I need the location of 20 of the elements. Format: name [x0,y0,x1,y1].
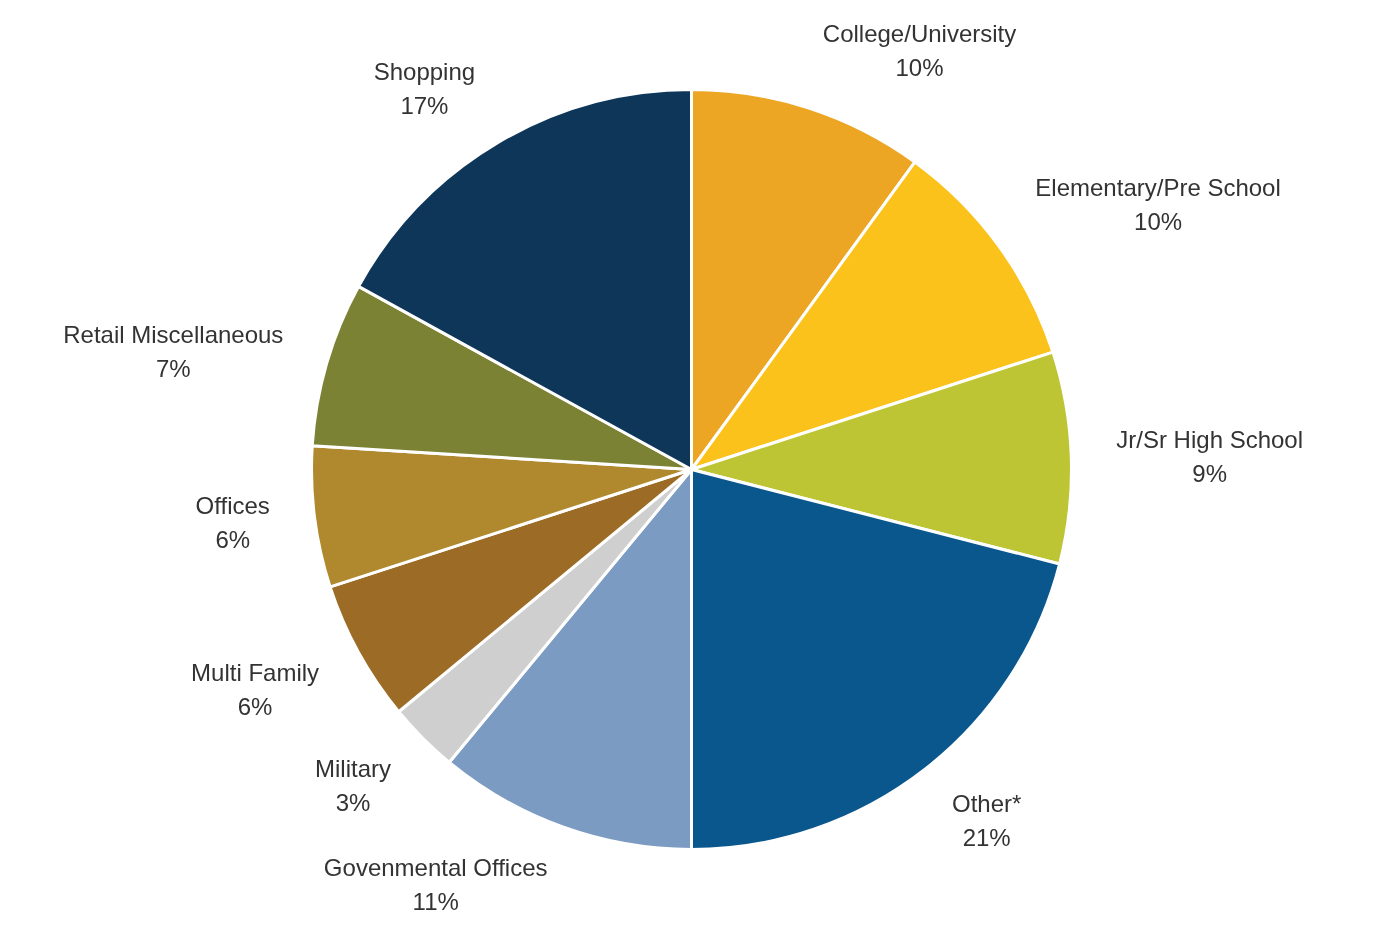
slice-label: Govenmental Offices [323,854,548,881]
slice-label: College/University [822,19,1017,47]
data-label: 7% [155,354,191,382]
slice-label: Multi Family [191,658,320,686]
data-label: 3% [335,788,371,816]
data-label: 10% [1134,208,1183,236]
slice-label: Offices [195,492,270,520]
slice-label: Retail Miscellaneous [63,320,284,348]
data-label: 6% [237,692,273,720]
data-label: 10% [895,53,944,81]
data-label: 9% [1192,459,1227,487]
slice-label: Shopping [373,58,476,86]
data-label: 17% [400,92,449,120]
data-label: 11% [412,888,459,915]
data-label: 21% [962,823,1011,851]
slice-label: Military [314,754,391,782]
slice-label: Jr/Sr High School [1116,425,1304,453]
slice-label: Elementary/Pre School [1035,174,1281,202]
slice-label: Other* [951,789,1022,817]
data-label: 6% [215,526,251,554]
